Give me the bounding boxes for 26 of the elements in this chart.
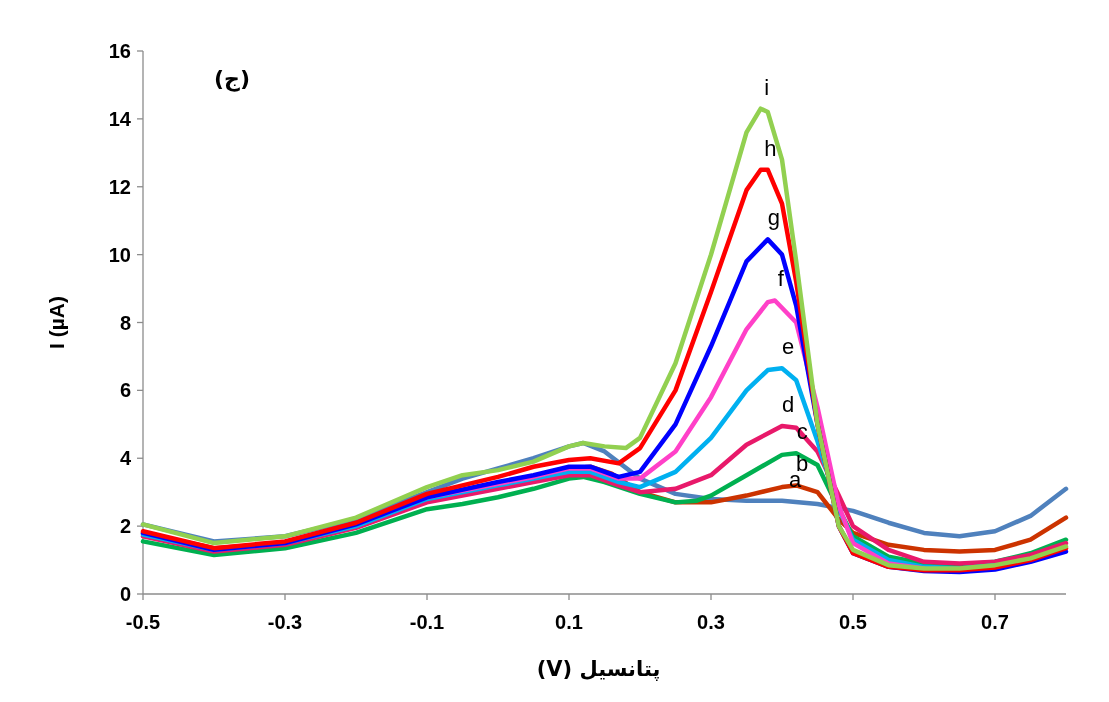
annotation: e — [781, 334, 795, 360]
annotation: i — [764, 74, 770, 100]
y-tick-label: 16 — [108, 40, 131, 62]
annotation: c — [796, 419, 808, 445]
y-tick-label: 6 — [119, 379, 131, 402]
y-tick-label: 4 — [119, 447, 132, 470]
x-tick-label: -0.1 — [409, 611, 445, 633]
x-tick-label: 0.5 — [839, 611, 867, 633]
annotation: h — [764, 135, 777, 161]
x-tick-label: 0.3 — [697, 611, 725, 633]
x-tick-label: 0.7 — [981, 611, 1009, 633]
x-tick-label: 0.1 — [555, 611, 583, 633]
annotation: (ج) — [214, 66, 250, 92]
y-tick-label: 0 — [119, 583, 131, 605]
annotation: d — [781, 392, 795, 418]
x-tick-label: -0.5 — [125, 611, 161, 633]
y-tick-label: 12 — [108, 175, 131, 198]
y-tick-label: 2 — [119, 515, 131, 538]
x-axis-title: پتانسیل (V) — [536, 657, 661, 681]
y-tick-label: 10 — [108, 243, 131, 266]
annotation: f — [777, 266, 785, 292]
x-tick-label: -0.3 — [267, 611, 303, 633]
y-axis-title: I (µA) — [45, 296, 68, 349]
y-tick-label: 8 — [119, 311, 131, 334]
annotation: g — [767, 205, 780, 231]
y-tick-label: 14 — [108, 107, 132, 130]
